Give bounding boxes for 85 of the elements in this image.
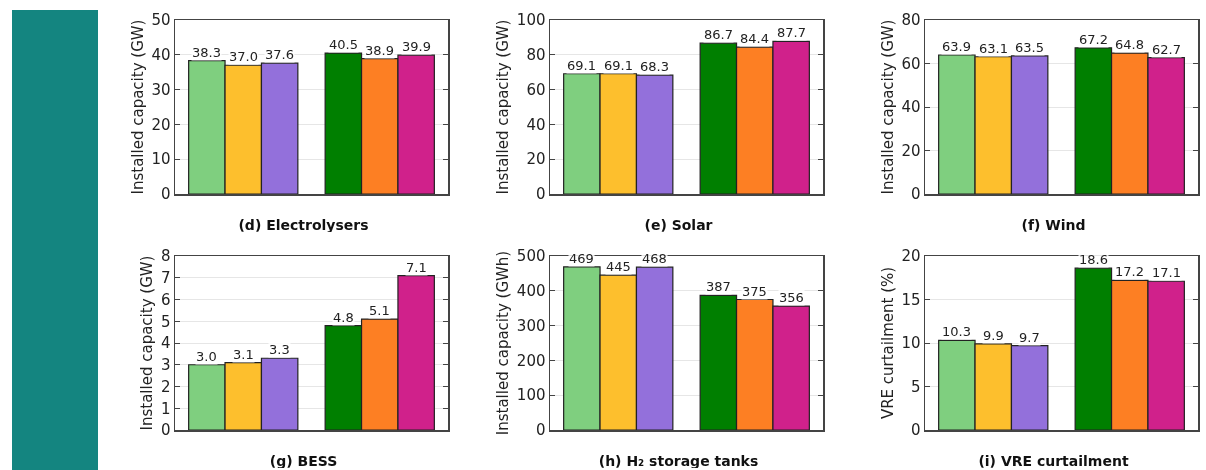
y-tick-label: 5 <box>160 312 171 331</box>
data-label: 68.3 <box>640 59 669 74</box>
data-label: 63.1 <box>979 41 1008 56</box>
data-label: 3.0 <box>196 349 217 364</box>
y-tick-label: 2 <box>160 377 171 396</box>
y-tick-label: 80 <box>901 11 921 30</box>
data-label: 9.9 <box>983 328 1004 343</box>
y-tick-label: 200 <box>516 351 546 370</box>
data-label: 3.3 <box>269 342 290 357</box>
y-tick-label: 8 <box>160 247 171 266</box>
data-label: 87.7 <box>777 25 806 40</box>
y-tick-label: 20 <box>526 150 546 169</box>
y-tick-label: 60 <box>526 80 546 99</box>
y-tick-label: 60 <box>901 54 921 73</box>
y-tick-label: 20 <box>151 115 171 134</box>
data-label: 67.2 <box>1079 32 1108 47</box>
y-tick-label: 7 <box>160 269 171 287</box>
data-label: 64.8 <box>1115 37 1144 52</box>
data-label: 63.9 <box>942 39 971 54</box>
data-label: 18.6 <box>1079 252 1108 267</box>
y-tick-label: 50 <box>151 11 171 30</box>
data-label: 39.9 <box>402 39 431 54</box>
text: (e) Solar <box>644 216 713 233</box>
y-tick-label: 40 <box>151 46 171 65</box>
data-label: 9.7 <box>1019 330 1040 345</box>
data-label: 445 <box>606 259 631 274</box>
y-tick-label: 100 <box>516 11 546 30</box>
data-label: 468 <box>642 251 667 266</box>
data-label: 37.0 <box>229 49 258 64</box>
y-axis-title: Installed capacity (GWh) <box>494 250 513 436</box>
data-label: 84.4 <box>740 31 769 46</box>
y-tick-label: 0 <box>535 185 546 204</box>
y-tick-label: 15 <box>901 290 921 309</box>
text: (i) VRE curtailment <box>978 452 1129 469</box>
y-tick-label: 4 <box>160 334 171 353</box>
y-tick-label: 40 <box>526 115 546 134</box>
y-tick-label: 0 <box>160 421 171 440</box>
data-label: 10.3 <box>942 324 971 339</box>
data-label: 62.7 <box>1152 42 1181 57</box>
data-label: 387 <box>706 279 731 294</box>
y-tick-label: 10 <box>151 150 171 169</box>
y-tick-label: 0 <box>535 421 546 440</box>
data-label: 5.1 <box>369 303 390 318</box>
y-tick-label: 1 <box>160 399 171 418</box>
text: (h) H₂ storage tanks <box>598 452 759 469</box>
y-tick-label: 100 <box>516 386 546 405</box>
data-label: 17.2 <box>1115 264 1144 279</box>
data-label: 38.3 <box>192 45 221 60</box>
data-label: 4.8 <box>333 310 354 325</box>
y-tick-label: 80 <box>526 46 546 65</box>
y-axis-title: Installed capacity (GW) <box>138 255 157 431</box>
data-label: 375 <box>742 284 767 299</box>
y-tick-label: 6 <box>160 290 171 309</box>
y-tick-label: 300 <box>516 316 546 335</box>
data-label: 37.6 <box>265 47 294 62</box>
data-label: 469 <box>569 251 594 266</box>
data-label: 69.1 <box>604 58 633 73</box>
y-tick-label: 0 <box>910 421 921 440</box>
data-label: 7.1 <box>406 260 427 275</box>
y-axis-title: Installed capacity (GW) <box>128 19 147 195</box>
y-tick-label: 5 <box>910 377 921 396</box>
text: (g) BESS <box>269 452 338 469</box>
data-label: 3.1 <box>233 347 254 362</box>
y-tick-label: 0 <box>160 185 171 204</box>
y-tick-label: 500 <box>516 247 546 266</box>
y-tick-label: 400 <box>516 282 546 301</box>
data-label: 38.9 <box>365 43 394 58</box>
y-tick-label: 30 <box>151 80 171 99</box>
y-tick-label: 0 <box>910 185 921 204</box>
y-tick-label: 20 <box>901 141 921 160</box>
y-tick-label: 20 <box>901 247 921 266</box>
data-label: 86.7 <box>704 27 733 42</box>
y-tick-label: 3 <box>160 356 171 374</box>
y-tick-label: 10 <box>901 334 921 353</box>
data-label: 17.1 <box>1152 265 1181 280</box>
data-label: 69.1 <box>567 58 596 73</box>
data-label: 40.5 <box>329 37 358 52</box>
data-label: 356 <box>779 290 804 305</box>
y-axis-title: Installed capacity (GW) <box>494 19 513 195</box>
y-axis-title: VRE curtailment (%) <box>878 266 897 420</box>
text: (d) Electrolysers <box>238 216 369 233</box>
text: (f) Wind <box>1021 216 1086 233</box>
y-tick-label: 40 <box>901 98 921 117</box>
y-axis-title: Installed capacity (GW) <box>878 19 897 195</box>
data-label: 63.5 <box>1015 40 1044 55</box>
